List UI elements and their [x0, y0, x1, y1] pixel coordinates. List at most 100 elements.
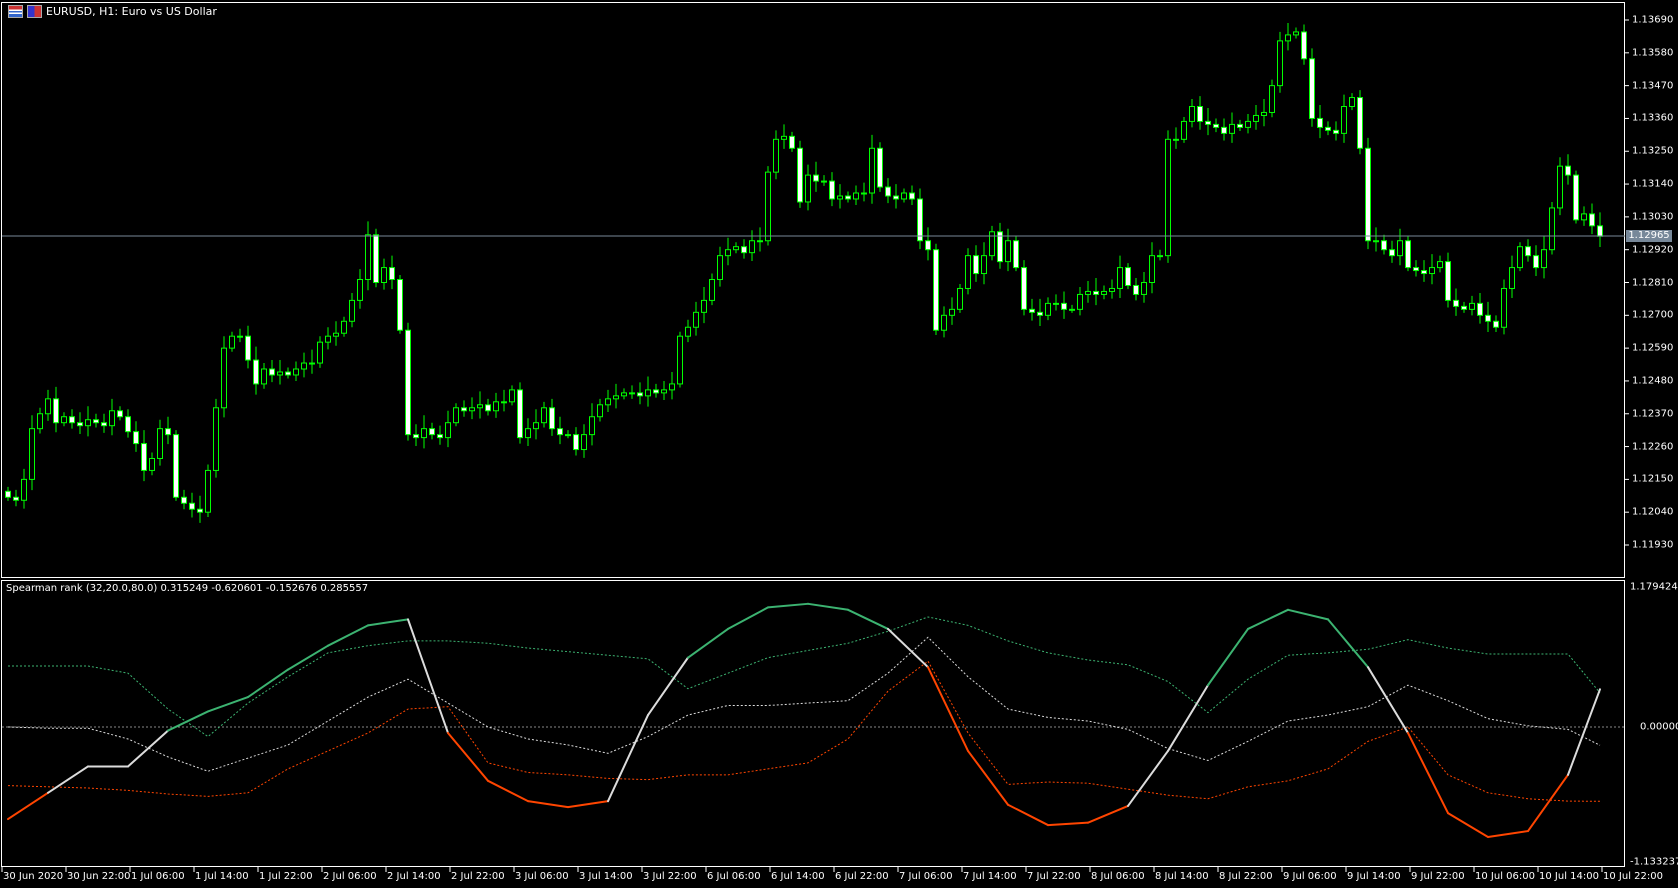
- time-axis-label: 2 Jul 14:00: [387, 871, 441, 882]
- bull-candle-body: [333, 332, 339, 337]
- bull-candle-body: [669, 383, 675, 391]
- bear-candle-body: [893, 195, 899, 200]
- candle: [517, 382, 523, 444]
- candle: [501, 389, 507, 412]
- bear-candle-body: [269, 368, 275, 376]
- spearman-main-segment: [327, 624, 369, 647]
- candle: [45, 389, 51, 421]
- candle: [1581, 206, 1587, 226]
- bear-candle-body: [1133, 284, 1139, 295]
- candle: [893, 184, 899, 209]
- candle: [821, 175, 827, 186]
- time-axis-label: 10 Jul 06:00: [1475, 871, 1535, 882]
- bear-candle-body: [1317, 117, 1323, 128]
- spearman-main-segment: [1167, 684, 1209, 752]
- bull-candle-body: [1245, 120, 1251, 128]
- bear-candle-body: [1405, 240, 1411, 269]
- candle: [261, 363, 267, 389]
- spearman-main-segment: [1367, 666, 1409, 734]
- spearman-main-segment: [567, 800, 609, 809]
- candle: [469, 397, 475, 420]
- spearman-main-segment: [1567, 688, 1601, 776]
- bull-candle-body: [589, 416, 595, 436]
- bull-candle-body: [565, 434, 571, 437]
- bull-candle-body: [757, 240, 763, 243]
- time-axis-label: 8 Jul 22:00: [1219, 871, 1273, 882]
- bull-candle-body: [957, 287, 963, 310]
- spearman-main-segment: [1247, 608, 1289, 630]
- bear-candle-body: [285, 371, 291, 376]
- bull-candle-body: [213, 407, 219, 471]
- spearman-main-segment: [1407, 731, 1449, 815]
- bear-candle-body: [1461, 305, 1467, 310]
- candle: [989, 225, 995, 261]
- candle: [1589, 203, 1595, 235]
- bull-candle-body: [1101, 290, 1107, 295]
- price-axis-label: 1.12480: [1632, 375, 1674, 387]
- candle: [885, 178, 891, 204]
- candle: [677, 331, 683, 388]
- bear-candle-body: [253, 359, 259, 385]
- bear-candle-body: [917, 198, 923, 242]
- candle: [1221, 118, 1227, 141]
- spearman-main-segment: [367, 618, 409, 627]
- price-axis-label: 1.13250: [1632, 145, 1674, 157]
- candle: [533, 409, 539, 440]
- bear-candle-body: [797, 147, 803, 203]
- bear-candle-body: [373, 234, 379, 283]
- bear-candle-body: [557, 428, 563, 436]
- candle: [221, 336, 227, 418]
- bear-candle-body: [101, 422, 107, 427]
- candle: [269, 360, 275, 383]
- candle: [365, 221, 371, 291]
- bull-candle-body: [221, 347, 227, 409]
- candle: [333, 321, 339, 346]
- spearman-main-segment: [47, 765, 89, 794]
- candle: [13, 489, 19, 507]
- symbol-flag-icon: [27, 5, 42, 18]
- candle: [1541, 236, 1547, 279]
- middle-level-line: [7, 636, 1601, 772]
- bear-candle-body: [1493, 320, 1499, 328]
- candle: [37, 407, 43, 434]
- bull-candle-body: [725, 249, 731, 257]
- spearman-main-segment: [207, 696, 249, 713]
- bear-candle-body: [909, 192, 915, 200]
- bull-candle-body: [1005, 240, 1011, 263]
- candle: [421, 415, 427, 449]
- candle: [1421, 260, 1427, 282]
- candle: [925, 227, 931, 261]
- spearman-main-segment: [167, 710, 209, 732]
- bull-candle-body: [1373, 240, 1379, 243]
- bull-candle-body: [85, 419, 91, 427]
- candle: [1205, 107, 1211, 136]
- bear-candle-body: [117, 410, 123, 418]
- spearman-main-segment: [1447, 812, 1489, 839]
- bear-candle-body: [1197, 106, 1203, 122]
- candle: [1557, 157, 1563, 216]
- bull-candle-body: [1229, 123, 1235, 134]
- candle: [149, 452, 155, 476]
- candle: [1237, 119, 1243, 131]
- spearman-main-segment: [1007, 803, 1049, 827]
- candle: [405, 322, 411, 441]
- candle: [645, 376, 651, 407]
- bull-candle-body: [469, 407, 475, 412]
- bull-candle-body: [685, 326, 691, 337]
- bull-candle-body: [949, 308, 955, 316]
- candle: [1021, 260, 1027, 316]
- bull-candle-body: [1149, 255, 1155, 284]
- candle: [213, 398, 219, 478]
- bull-candle-body: [533, 422, 539, 430]
- candle: [525, 418, 531, 446]
- candle: [541, 401, 547, 428]
- bear-candle-body: [1213, 123, 1219, 128]
- bull-candle-body: [1349, 97, 1355, 108]
- candle: [765, 166, 771, 246]
- time-axis-label: 30 Jun 22:00: [67, 871, 131, 882]
- spearman-main-segment: [487, 779, 529, 803]
- candle: [1213, 118, 1219, 133]
- bull-candle-body: [693, 311, 699, 328]
- candle: [813, 161, 819, 192]
